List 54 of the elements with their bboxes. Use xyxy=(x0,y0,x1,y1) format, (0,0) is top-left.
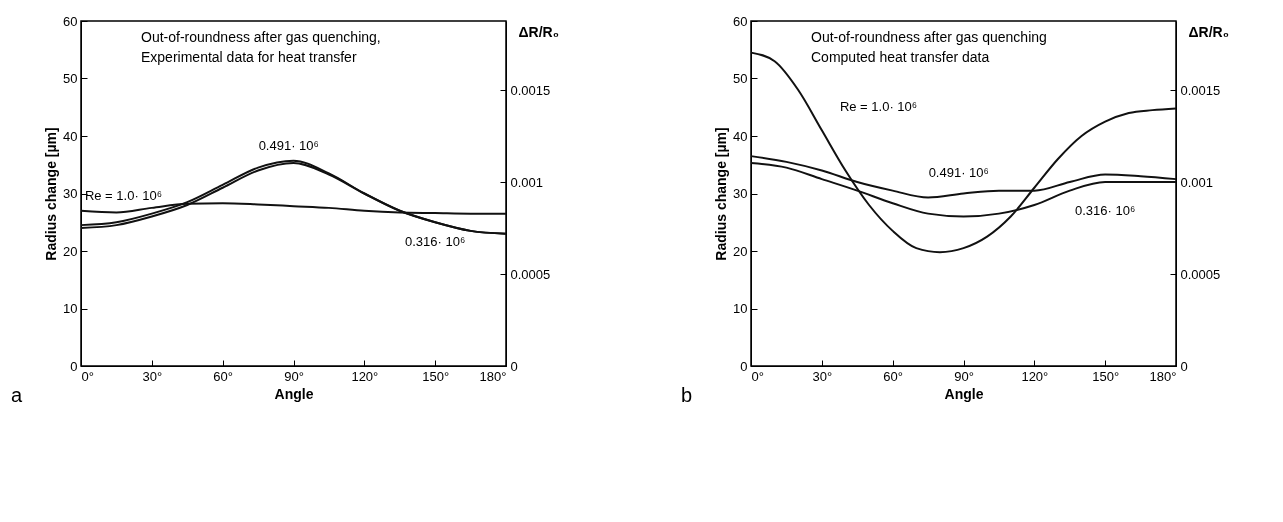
x-tick-label: 180° xyxy=(1149,368,1177,384)
x-tick-label: 0° xyxy=(751,368,764,384)
text: Experimental data for heat transfer xyxy=(141,49,357,65)
y-axis-title: Radius change [µm] xyxy=(43,127,60,261)
y2-axis-title: ΔR/R₀ xyxy=(518,23,559,40)
y-tick-label: 30 xyxy=(63,186,78,201)
y-tick-label: 0 xyxy=(70,358,78,374)
y2-tick-label: 0.001 xyxy=(1180,174,1214,190)
y2-tick-label: 0.0005 xyxy=(1180,266,1221,282)
y-tick-label: 20 xyxy=(63,243,78,259)
series-label: 0.316· 10⁶ xyxy=(1075,202,1136,218)
x-tick-label: 60° xyxy=(213,368,233,384)
y-axis-title: Radius change [µm] xyxy=(713,127,730,261)
x-tick-label: 90° xyxy=(954,368,974,384)
y2-tick-label: 0 xyxy=(510,358,518,374)
x-tick-label: 30° xyxy=(142,368,163,384)
y-tick-label: 30 xyxy=(733,186,748,201)
y-tick-label: 0 xyxy=(740,358,748,374)
y-tick-label: 40 xyxy=(733,128,748,144)
x-tick-label: 150° xyxy=(1092,368,1120,384)
text: Out-of-roundness after gas quenching, xyxy=(141,29,381,45)
y-tick-label: 20 xyxy=(733,243,748,259)
x-tick-label: 150° xyxy=(422,368,450,384)
y2-tick-label: 0.0015 xyxy=(510,82,551,98)
x-tick-label: 180° xyxy=(479,368,507,384)
y-tick-label: 60 xyxy=(733,13,748,29)
series-label: 0.491· 10⁶ xyxy=(258,137,319,153)
y-tick-label: 10 xyxy=(63,301,78,316)
series-label: Re = 1.0· 10⁶ xyxy=(839,99,918,115)
y-tick-label: 50 xyxy=(733,71,748,86)
text: a xyxy=(11,384,23,406)
x-tick-label: 120° xyxy=(351,368,379,384)
text: Out-of-roundness after gas quenching xyxy=(811,29,1047,45)
series-label: 0.316· 10⁶ xyxy=(405,234,466,250)
y-tick-label: 10 xyxy=(733,301,748,316)
y2-tick-label: 0.0005 xyxy=(510,266,551,282)
x-tick-label: 120° xyxy=(1021,368,1049,384)
y-tick-label: 50 xyxy=(63,71,78,86)
x-tick-label: 30° xyxy=(812,368,833,384)
x-tick-label: 90° xyxy=(284,368,304,384)
x-axis-title: Angle xyxy=(274,385,314,402)
x-axis-title: Angle xyxy=(944,385,984,402)
y2-tick-label: 0.0015 xyxy=(1180,82,1221,98)
y2-axis-title: ΔR/R₀ xyxy=(1188,23,1229,40)
y2-tick-label: 0.001 xyxy=(510,174,544,190)
series-label: 0.491· 10⁶ xyxy=(928,165,989,181)
text: Computed heat transfer data xyxy=(811,49,990,65)
y2-tick-label: 0 xyxy=(1180,358,1188,374)
y-tick-label: 40 xyxy=(63,128,78,144)
x-tick-label: 0° xyxy=(81,368,94,384)
y-tick-label: 60 xyxy=(63,13,78,29)
series-label: Re = 1.0· 10⁶ xyxy=(84,187,163,203)
x-tick-label: 60° xyxy=(883,368,903,384)
text: b xyxy=(681,384,693,406)
